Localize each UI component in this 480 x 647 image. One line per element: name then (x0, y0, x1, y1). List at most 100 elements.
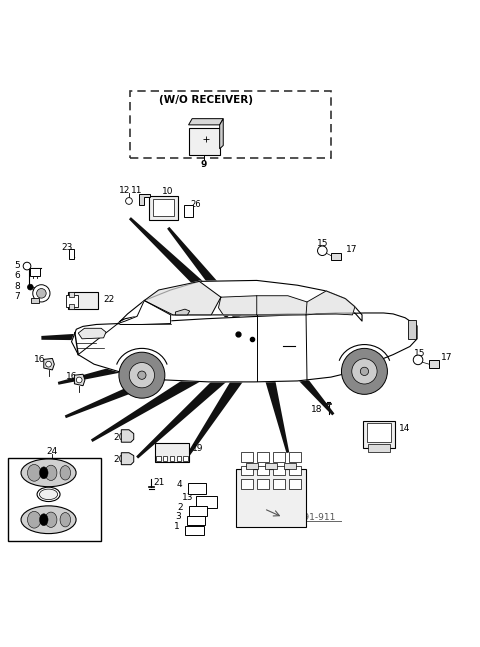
Polygon shape (184, 358, 255, 461)
Polygon shape (136, 357, 244, 459)
Text: 15: 15 (317, 239, 328, 248)
Polygon shape (144, 281, 221, 315)
Circle shape (27, 284, 33, 290)
Ellipse shape (21, 506, 76, 534)
Ellipse shape (45, 465, 57, 481)
Text: 17: 17 (441, 353, 453, 362)
Polygon shape (306, 291, 355, 315)
Text: — 25: — 25 (51, 489, 74, 498)
Text: 12: 12 (119, 186, 130, 195)
Polygon shape (58, 338, 223, 385)
Text: 4: 4 (177, 480, 182, 489)
Bar (184, 205, 192, 217)
Text: 18: 18 (311, 405, 323, 414)
Ellipse shape (27, 465, 41, 481)
Polygon shape (220, 118, 223, 149)
Bar (188, 483, 206, 494)
Bar (273, 479, 285, 488)
Bar (408, 320, 416, 339)
Text: 3: 3 (175, 512, 181, 521)
Bar (31, 298, 39, 303)
Text: 6: 6 (14, 271, 20, 280)
Polygon shape (268, 341, 335, 415)
Bar (288, 452, 300, 462)
Bar (177, 456, 181, 461)
Polygon shape (129, 217, 235, 318)
Circle shape (129, 362, 155, 388)
Text: 16: 16 (34, 355, 46, 364)
Text: 8: 8 (14, 281, 20, 291)
Bar (246, 463, 258, 468)
Bar (130, 91, 331, 159)
Text: 22: 22 (104, 294, 115, 303)
Bar (149, 195, 178, 219)
Circle shape (138, 371, 146, 379)
Bar (155, 443, 189, 463)
Bar (196, 496, 216, 507)
Text: REF.91-911: REF.91-911 (286, 513, 336, 522)
Bar (367, 423, 391, 442)
Circle shape (36, 289, 46, 298)
Polygon shape (65, 346, 223, 418)
Polygon shape (189, 118, 223, 125)
Bar (185, 526, 204, 534)
Bar (273, 452, 285, 462)
Ellipse shape (27, 511, 41, 528)
Bar (66, 294, 77, 307)
Text: 19: 19 (192, 444, 204, 454)
Bar (8, 457, 101, 542)
Polygon shape (139, 194, 150, 205)
Circle shape (33, 285, 50, 302)
Circle shape (360, 367, 369, 375)
Circle shape (352, 358, 377, 384)
Polygon shape (118, 300, 170, 324)
Bar (368, 444, 390, 452)
Text: 7: 7 (14, 292, 20, 302)
Polygon shape (33, 289, 49, 297)
Polygon shape (257, 296, 307, 315)
Text: 26: 26 (191, 201, 201, 209)
Bar (156, 456, 161, 461)
Polygon shape (121, 453, 134, 465)
Polygon shape (72, 313, 417, 382)
Bar (237, 470, 306, 527)
Bar (189, 507, 207, 516)
Bar (429, 360, 439, 368)
Text: 2: 2 (178, 503, 183, 512)
Text: 16: 16 (66, 371, 77, 380)
Bar (241, 466, 253, 475)
Circle shape (413, 355, 423, 365)
Polygon shape (252, 318, 365, 361)
Text: 15: 15 (414, 349, 425, 358)
Ellipse shape (60, 466, 71, 480)
Bar (170, 456, 174, 461)
Text: 23: 23 (61, 243, 72, 252)
Ellipse shape (60, 512, 71, 527)
Polygon shape (91, 351, 234, 442)
Text: 11: 11 (132, 186, 143, 195)
Circle shape (76, 377, 82, 383)
Ellipse shape (39, 514, 48, 526)
Bar (257, 479, 269, 488)
Circle shape (119, 352, 165, 398)
Bar (30, 267, 40, 276)
Text: 24: 24 (47, 447, 58, 456)
Bar (69, 249, 74, 259)
Text: 10: 10 (161, 188, 173, 197)
Ellipse shape (39, 489, 58, 499)
Text: 5: 5 (14, 261, 20, 270)
Bar (257, 452, 269, 462)
Polygon shape (78, 328, 106, 339)
Bar (189, 129, 220, 155)
Ellipse shape (37, 487, 60, 501)
Text: 9: 9 (201, 160, 207, 169)
Bar (163, 456, 168, 461)
Bar (69, 292, 74, 297)
Ellipse shape (45, 512, 57, 527)
Ellipse shape (21, 459, 76, 487)
Bar (187, 516, 205, 525)
Bar (183, 456, 188, 461)
Bar (257, 466, 269, 475)
Bar (241, 479, 253, 488)
Text: 14: 14 (399, 424, 410, 433)
